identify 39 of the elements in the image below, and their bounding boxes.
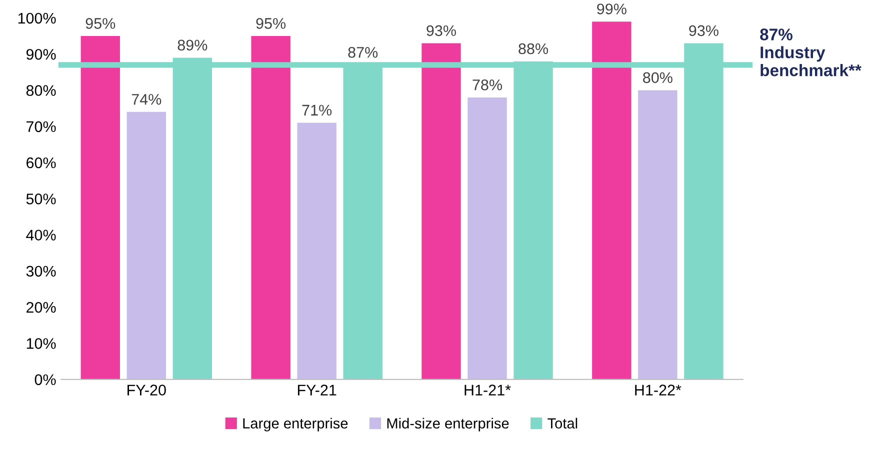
bar	[468, 97, 507, 380]
y-tick-label: 10%	[26, 338, 56, 349]
x-tick-label: FY-20	[128, 384, 166, 396]
y-tick-label: 70%	[26, 121, 56, 132]
y-tick-label: 90%	[26, 48, 56, 60]
x-tick-label: FY-21	[298, 384, 336, 396]
x-tick-label: H1-21*	[464, 384, 511, 396]
legend-label: Total	[548, 418, 578, 429]
y-tick-label: 40%	[26, 230, 56, 241]
y-tick-label: 30%	[26, 266, 56, 277]
y-tick-label: 50%	[26, 194, 56, 204]
y-tick-label: 100%	[18, 12, 56, 24]
bar	[251, 36, 290, 380]
y-tick-label: 0%	[34, 374, 56, 386]
data-label: 95%	[86, 18, 116, 29]
data-label: 89%	[178, 40, 208, 51]
data-label: 80%	[643, 72, 672, 84]
bar	[80, 36, 120, 380]
data-label: 74%	[132, 94, 162, 105]
y-tick-label: 60%	[26, 157, 56, 168]
data-label: 99%	[597, 4, 626, 14]
legend-label: Large enterprise	[243, 418, 348, 432]
data-label: 88%	[518, 43, 548, 54]
data-label: 87%	[348, 46, 378, 58]
bar	[297, 122, 336, 380]
ref-line-label: 87% Industry benchmark**	[760, 28, 862, 76]
x-tick-label: H1-22*	[635, 384, 682, 396]
bar	[638, 90, 678, 380]
data-label: 93%	[689, 25, 718, 36]
data-label: 71%	[302, 104, 332, 116]
data-label: 95%	[256, 18, 286, 29]
bar	[592, 22, 632, 380]
data-label: 78%	[472, 79, 502, 90]
y-tick-label: 80%	[26, 85, 56, 96]
bar	[126, 112, 166, 380]
y-tick-label: 20%	[26, 302, 56, 313]
legend-label: Mid-size enterprise	[387, 418, 509, 432]
bar	[422, 43, 461, 380]
data-label: 93%	[426, 25, 456, 36]
